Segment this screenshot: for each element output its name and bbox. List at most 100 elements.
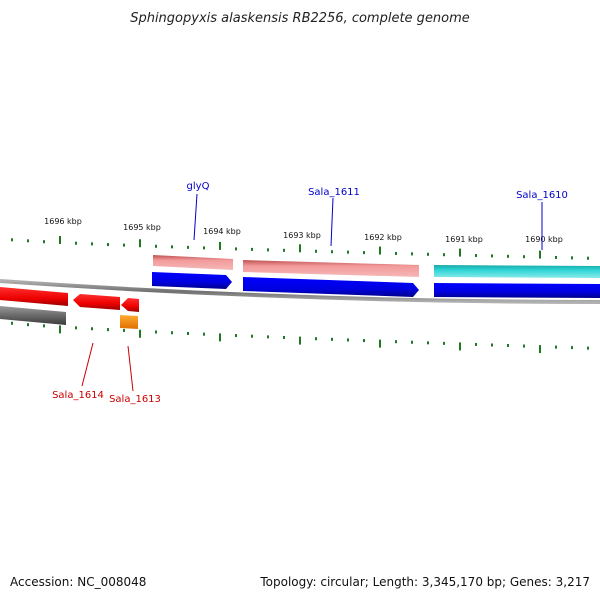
minor-tick [123, 243, 125, 247]
major-tick [219, 241, 221, 250]
minor-tick [107, 328, 109, 332]
map-title: Sphingopyxis alaskensis RB2256, complete… [130, 11, 470, 26]
minor-tick [363, 251, 365, 255]
leader-sala-1611 [330, 197, 334, 247]
minor-tick [427, 252, 429, 256]
major-tick [539, 250, 541, 259]
minor-tick [235, 247, 237, 251]
major-tick [459, 248, 461, 257]
minor-tick [75, 241, 77, 245]
minor-tick [155, 244, 157, 248]
major-tick [139, 239, 141, 248]
minor-tick [43, 324, 45, 328]
scale-label-1693: 1693 kbp [283, 231, 321, 240]
minor-tick [555, 255, 557, 259]
minor-tick [507, 344, 509, 348]
leader-sala-1613 [127, 345, 134, 392]
cds-red-sala-1614[interactable] [73, 294, 120, 310]
minor-tick [491, 254, 493, 258]
scale-label-1695: 1695 kbp [123, 223, 161, 232]
major-tick [299, 336, 301, 345]
cds-blue-glyq[interactable] [152, 272, 232, 289]
minor-tick [267, 248, 269, 252]
scale-label-1691: 1691 kbp [445, 235, 483, 244]
minor-tick [187, 245, 189, 249]
minor-tick [43, 240, 45, 244]
leader-glyq [193, 193, 198, 241]
minor-tick [187, 331, 189, 335]
cds-light-red-1[interactable] [153, 255, 233, 270]
gene-label-sala-1611[interactable]: Sala_1611 [308, 187, 360, 198]
gene-label-sala-1613[interactable]: Sala_1613 [109, 394, 161, 405]
inner-scale-ticks [11, 321, 589, 354]
minor-tick [331, 337, 333, 341]
cds-red-1[interactable] [0, 287, 68, 306]
minor-tick [411, 252, 413, 256]
minor-tick [587, 346, 589, 350]
minor-tick [27, 323, 29, 327]
genome-backbone [0, 279, 600, 304]
outer-scale-ticks [11, 235, 589, 260]
minor-tick [251, 334, 253, 338]
minor-tick [571, 256, 573, 260]
minor-tick [91, 242, 93, 246]
minor-tick [347, 338, 349, 342]
cds-blue-sala-1610[interactable] [434, 283, 600, 298]
major-tick [539, 345, 541, 354]
gene-labels: glyQ Sala_1611 Sala_1610 Sala_1614 Sala_… [52, 181, 568, 405]
gene-label-sala-1610[interactable]: Sala_1610 [516, 190, 568, 201]
major-tick [59, 325, 61, 334]
minor-tick [75, 326, 77, 330]
minor-tick [587, 256, 589, 260]
minor-tick [235, 334, 237, 338]
minor-tick [107, 243, 109, 247]
cds-light-red-2[interactable] [243, 260, 419, 277]
minor-tick [283, 335, 285, 339]
minor-tick [171, 331, 173, 335]
minor-tick [491, 343, 493, 347]
major-tick [59, 235, 61, 244]
minor-tick [315, 249, 317, 253]
label-leaders [81, 193, 543, 392]
minor-tick [523, 255, 525, 259]
accession-text: Accession: NC_008048 [10, 575, 146, 589]
minor-tick [475, 254, 477, 258]
minor-tick [11, 238, 13, 242]
minor-tick [523, 344, 525, 348]
major-tick [379, 339, 381, 348]
minor-tick [475, 342, 477, 346]
minor-tick [507, 254, 509, 258]
minor-tick [267, 335, 269, 339]
cds-blue-sala-1611[interactable] [243, 277, 419, 297]
gene-label-glyq[interactable]: glyQ [187, 181, 210, 192]
cds-red-sala-1613[interactable] [121, 298, 139, 312]
minor-tick [347, 250, 349, 254]
gene-label-sala-1614[interactable]: Sala_1614 [52, 390, 104, 401]
scale-label-1692: 1692 kbp [364, 233, 402, 242]
minor-tick [427, 341, 429, 345]
minor-tick [283, 248, 285, 252]
minor-tick [363, 339, 365, 343]
minor-tick [11, 321, 13, 325]
minor-tick [411, 340, 413, 344]
cds-orange[interactable] [120, 315, 138, 329]
cds-cyan-sala-1610[interactable] [434, 265, 600, 278]
major-tick [379, 246, 381, 255]
minor-tick [27, 239, 29, 243]
minor-tick [395, 251, 397, 255]
major-tick [299, 244, 301, 253]
minor-tick [251, 247, 253, 251]
minor-tick [91, 327, 93, 331]
minor-tick [443, 341, 445, 345]
minor-tick [555, 345, 557, 349]
scale-label-1694: 1694 kbp [203, 227, 241, 236]
scale-label-1696: 1696 kbp [44, 217, 82, 226]
cds-gray[interactable] [0, 306, 66, 325]
minor-tick [203, 332, 205, 336]
major-tick [219, 333, 221, 342]
scale-labels: 1696 kbp 1695 kbp 1694 kbp 1693 kbp 1692… [44, 217, 563, 244]
minor-tick [571, 346, 573, 350]
minor-tick [171, 245, 173, 249]
minor-tick [315, 337, 317, 341]
